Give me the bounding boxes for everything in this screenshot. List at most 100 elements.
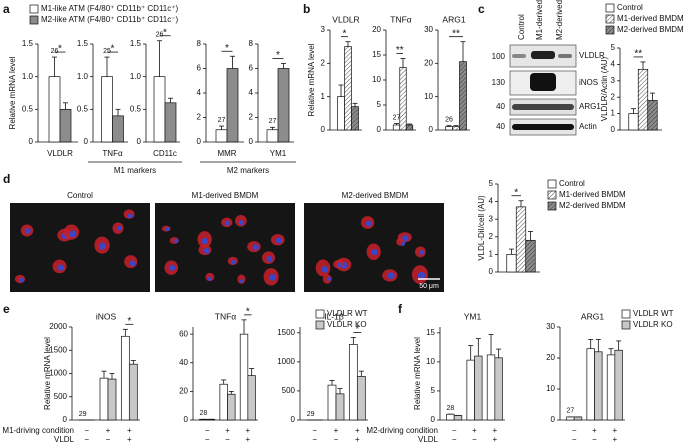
- bar: [392, 124, 401, 131]
- legend-label: M1-derived BMDM: [559, 190, 626, 199]
- condition-sign: −: [452, 435, 457, 444]
- bar: [128, 363, 138, 421]
- x-tick-label: CD11c: [153, 149, 177, 158]
- legend-swatch: [547, 201, 557, 211]
- x-tick-label: YM1: [270, 149, 287, 158]
- y-tick-label: 5: [377, 100, 382, 109]
- mw-marker: 100: [492, 52, 506, 61]
- nucleus: [203, 247, 210, 254]
- legend-label: M2-like ATM (F4/80⁺ CD11b⁺ CD11c⁻): [41, 15, 178, 24]
- mw-marker: 40: [496, 102, 505, 111]
- y-tick-label: 1000: [49, 369, 67, 378]
- bar: [647, 100, 658, 131]
- note: 26: [445, 117, 453, 124]
- bar: [226, 68, 239, 143]
- condition-sign: −: [572, 435, 577, 444]
- scale-bar-label: 50 μm: [419, 283, 439, 290]
- y-tick-label: 5: [611, 43, 616, 52]
- significance-label: *: [343, 28, 347, 39]
- nucleus: [387, 272, 395, 280]
- condition-sign: +: [472, 426, 477, 435]
- bar: [327, 384, 337, 421]
- legend-swatch: [29, 15, 39, 25]
- nucleus: [275, 237, 282, 244]
- nucleus: [419, 250, 425, 256]
- condition-label: M1-driving condition: [2, 426, 74, 435]
- significance-label: *: [225, 43, 229, 54]
- note: 29: [79, 411, 87, 418]
- note: 28: [199, 410, 207, 417]
- condition-sign: +: [225, 426, 230, 435]
- y-tick-label: 2: [611, 92, 616, 101]
- bar: [266, 129, 279, 143]
- y-tick-label: 3: [611, 76, 616, 85]
- bar: [48, 76, 61, 143]
- western-blot: Control M1-derived BMDM M2-derived BMDM …: [492, 0, 605, 136]
- condition-label: M2-driving condition: [366, 426, 438, 435]
- y-tick-label: 6: [249, 64, 254, 73]
- mw-marker: 130: [492, 78, 506, 87]
- panel-letter: a: [3, 2, 10, 16]
- bar: [453, 415, 463, 421]
- nucleus: [69, 230, 77, 238]
- nucleus: [19, 277, 24, 283]
- condition-sign: −: [205, 435, 210, 444]
- bar: [99, 377, 109, 421]
- condition-sign: +: [245, 435, 250, 444]
- condition-sign: +: [612, 435, 617, 444]
- bar: [351, 106, 359, 131]
- y-tick-label: 4: [611, 60, 616, 69]
- micrograph-title: Control: [67, 191, 93, 200]
- y-tick-label: 500: [282, 386, 296, 395]
- nucleus: [239, 279, 244, 283]
- note: 27: [566, 408, 574, 415]
- blot-band: [512, 104, 574, 110]
- condition-sign: +: [245, 426, 250, 435]
- legend-label: Control: [559, 179, 585, 188]
- lane-label: M1-derived BMDM: [535, 0, 544, 40]
- chart-title: VLDLR: [332, 14, 359, 24]
- condition-sign: +: [127, 426, 132, 435]
- nucleus: [365, 220, 372, 227]
- band-label: Actin: [579, 122, 597, 131]
- legend-swatch: [621, 320, 631, 330]
- bar: [215, 129, 228, 143]
- y-tick-label: 0: [291, 415, 296, 424]
- bar: [227, 393, 236, 421]
- nucleus: [337, 262, 342, 268]
- condition-sign: −: [472, 435, 477, 444]
- y-axis-label: Relative mRNA level: [413, 337, 422, 410]
- y-tick-label: 5: [489, 179, 494, 188]
- significance-label: *: [127, 316, 131, 327]
- nucleus: [129, 260, 136, 267]
- note: 26: [156, 32, 164, 39]
- y-axis-label: Relative mRNA level: [43, 337, 52, 410]
- legend-swatch: [605, 25, 615, 35]
- significance-label: *: [111, 44, 115, 55]
- bar: [445, 126, 453, 131]
- nucleus: [252, 244, 259, 251]
- bar: [474, 355, 483, 421]
- nucleus: [417, 271, 426, 280]
- bar: [399, 67, 407, 131]
- y-tick-label: 10: [546, 384, 555, 393]
- y-tick-label: 3: [489, 214, 494, 223]
- panel-letter: b: [303, 2, 310, 16]
- y-tick-label: 8: [197, 39, 202, 48]
- y-tick-label: 20: [179, 386, 188, 395]
- y-tick-label: 2: [321, 58, 326, 67]
- significance-label: *: [355, 324, 359, 335]
- bar: [107, 378, 117, 421]
- legend-swatch: [605, 3, 615, 13]
- y-tick-label: 0: [321, 125, 326, 134]
- panel-letter: e: [3, 302, 10, 316]
- y-tick-label: 0: [184, 415, 189, 424]
- bar: [344, 46, 352, 131]
- y-tick-label: 20: [424, 58, 433, 67]
- y-tick-label: 40: [179, 358, 188, 367]
- y-tick-label: 0.5: [130, 104, 142, 113]
- condition-sign: +: [355, 426, 360, 435]
- bar: [277, 68, 290, 143]
- y-tick-label: 4: [249, 88, 254, 97]
- y-tick-label: 4: [197, 88, 202, 97]
